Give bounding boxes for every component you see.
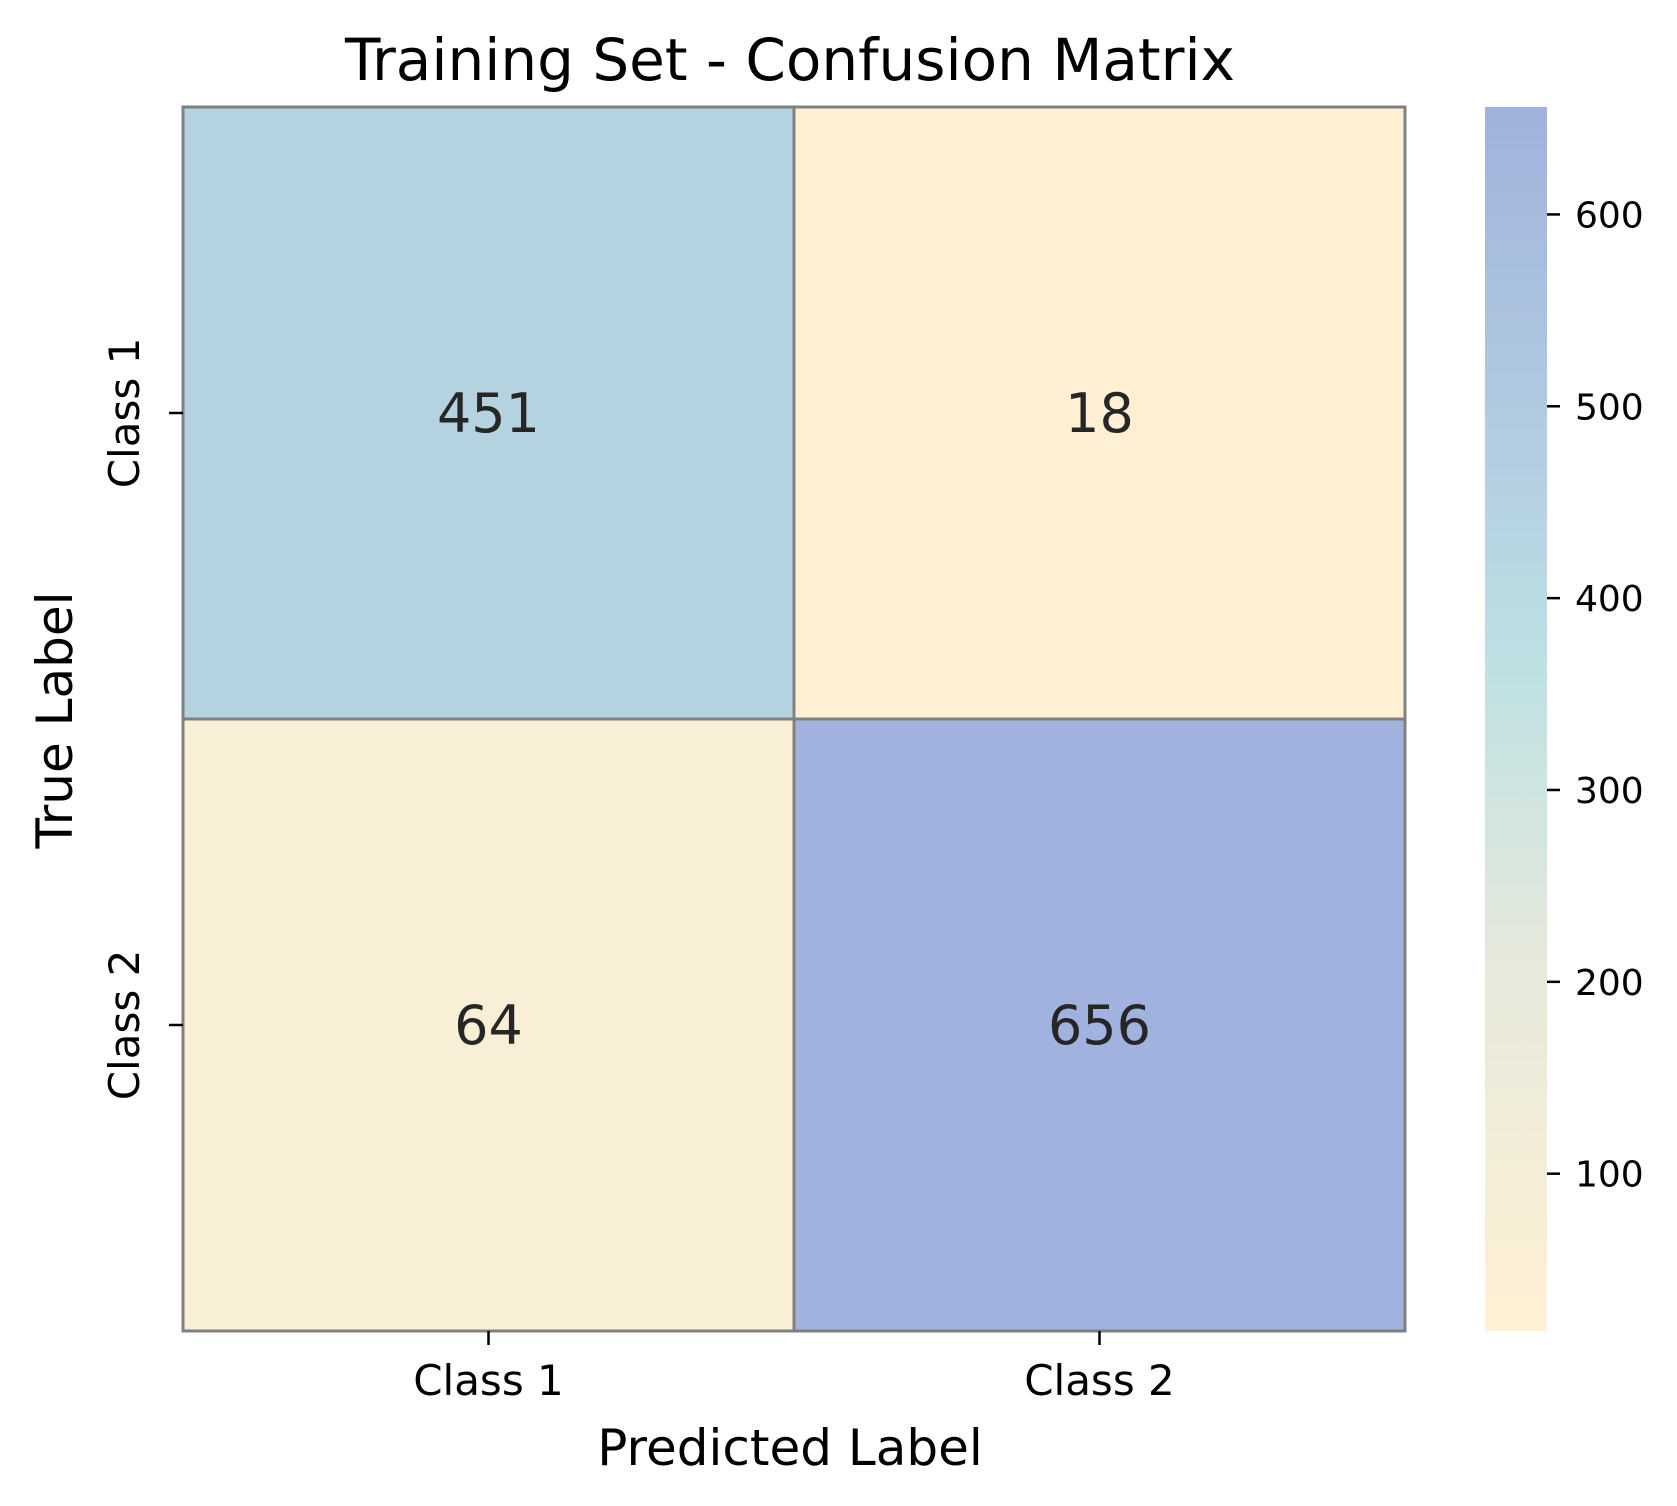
colorbar: 100 200 300 400 500 600 — [1485, 107, 1644, 1331]
x-tick-label: Class 2 — [1024, 1356, 1175, 1405]
cell-value-label: 451 — [437, 382, 540, 445]
y-axis-label: True Label — [26, 592, 84, 850]
colorbar-tick-label: 200 — [1575, 963, 1644, 1004]
x-tick-label: Class 1 — [413, 1356, 564, 1405]
x-axis-label: Predicted Label — [597, 1419, 983, 1477]
cell-value-label: 18 — [1065, 382, 1134, 445]
chart-title: Training Set - Confusion Matrix — [344, 26, 1235, 94]
x-axis: Class 1 Class 2 — [413, 1331, 1175, 1405]
heatmap-cell — [792, 717, 1407, 1333]
cell-value-label: 656 — [1048, 994, 1151, 1057]
colorbar-tick-label: 500 — [1575, 387, 1644, 428]
colorbar-tick-label: 300 — [1575, 771, 1644, 812]
colorbar-tick-label: 400 — [1575, 579, 1644, 620]
heatmap-cells: 451 18 64 656 — [181, 105, 1407, 1333]
cell-value-label: 64 — [454, 994, 523, 1057]
heatmap-cell — [181, 717, 796, 1333]
heatmap-cell — [792, 105, 1407, 721]
y-tick-label: Class 1 — [100, 338, 149, 489]
y-tick-label: Class 2 — [100, 950, 149, 1101]
colorbar-tick-label: 100 — [1575, 1155, 1644, 1196]
colorbar-gradient — [1485, 107, 1547, 1331]
heatmap-cell — [181, 105, 796, 721]
colorbar-tick-label: 600 — [1575, 195, 1644, 236]
y-axis: Class 1 Class 2 — [100, 338, 183, 1101]
